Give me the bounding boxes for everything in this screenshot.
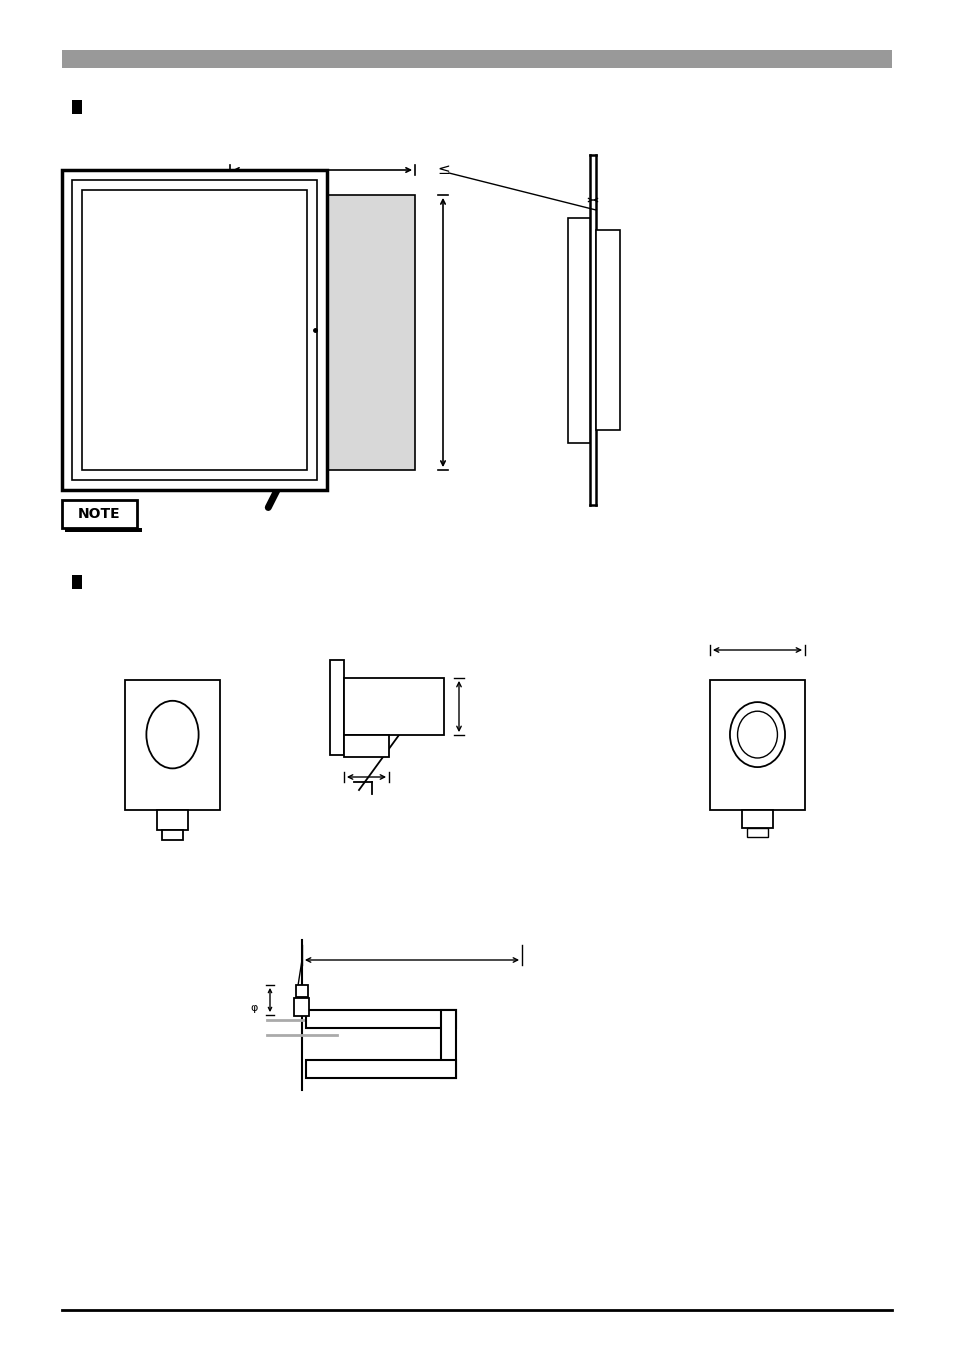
Bar <box>344 735 389 758</box>
Bar <box>344 678 443 735</box>
Bar <box>230 195 415 470</box>
Bar <box>82 190 307 470</box>
Bar <box>746 828 767 837</box>
Bar <box>567 217 589 442</box>
Bar <box>596 231 619 430</box>
Bar <box>709 679 804 810</box>
Bar <box>65 528 142 532</box>
Bar <box>441 1010 456 1078</box>
Bar <box>741 810 772 828</box>
Bar <box>294 998 309 1016</box>
Bar <box>71 576 82 589</box>
Bar <box>62 170 327 491</box>
Ellipse shape <box>146 701 198 768</box>
Ellipse shape <box>729 702 784 767</box>
Bar <box>306 1060 456 1078</box>
Bar <box>62 50 891 67</box>
Bar <box>306 1010 456 1029</box>
Bar <box>330 661 344 755</box>
Text: ≤: ≤ <box>436 163 449 178</box>
Bar <box>162 830 183 840</box>
Ellipse shape <box>737 712 777 758</box>
Bar <box>125 679 220 810</box>
Bar <box>71 181 316 480</box>
Bar <box>295 985 308 998</box>
Text: NOTE: NOTE <box>78 507 121 520</box>
Bar <box>157 810 188 830</box>
Bar <box>62 500 137 528</box>
Bar <box>71 100 82 115</box>
Text: φ: φ <box>250 1003 257 1012</box>
